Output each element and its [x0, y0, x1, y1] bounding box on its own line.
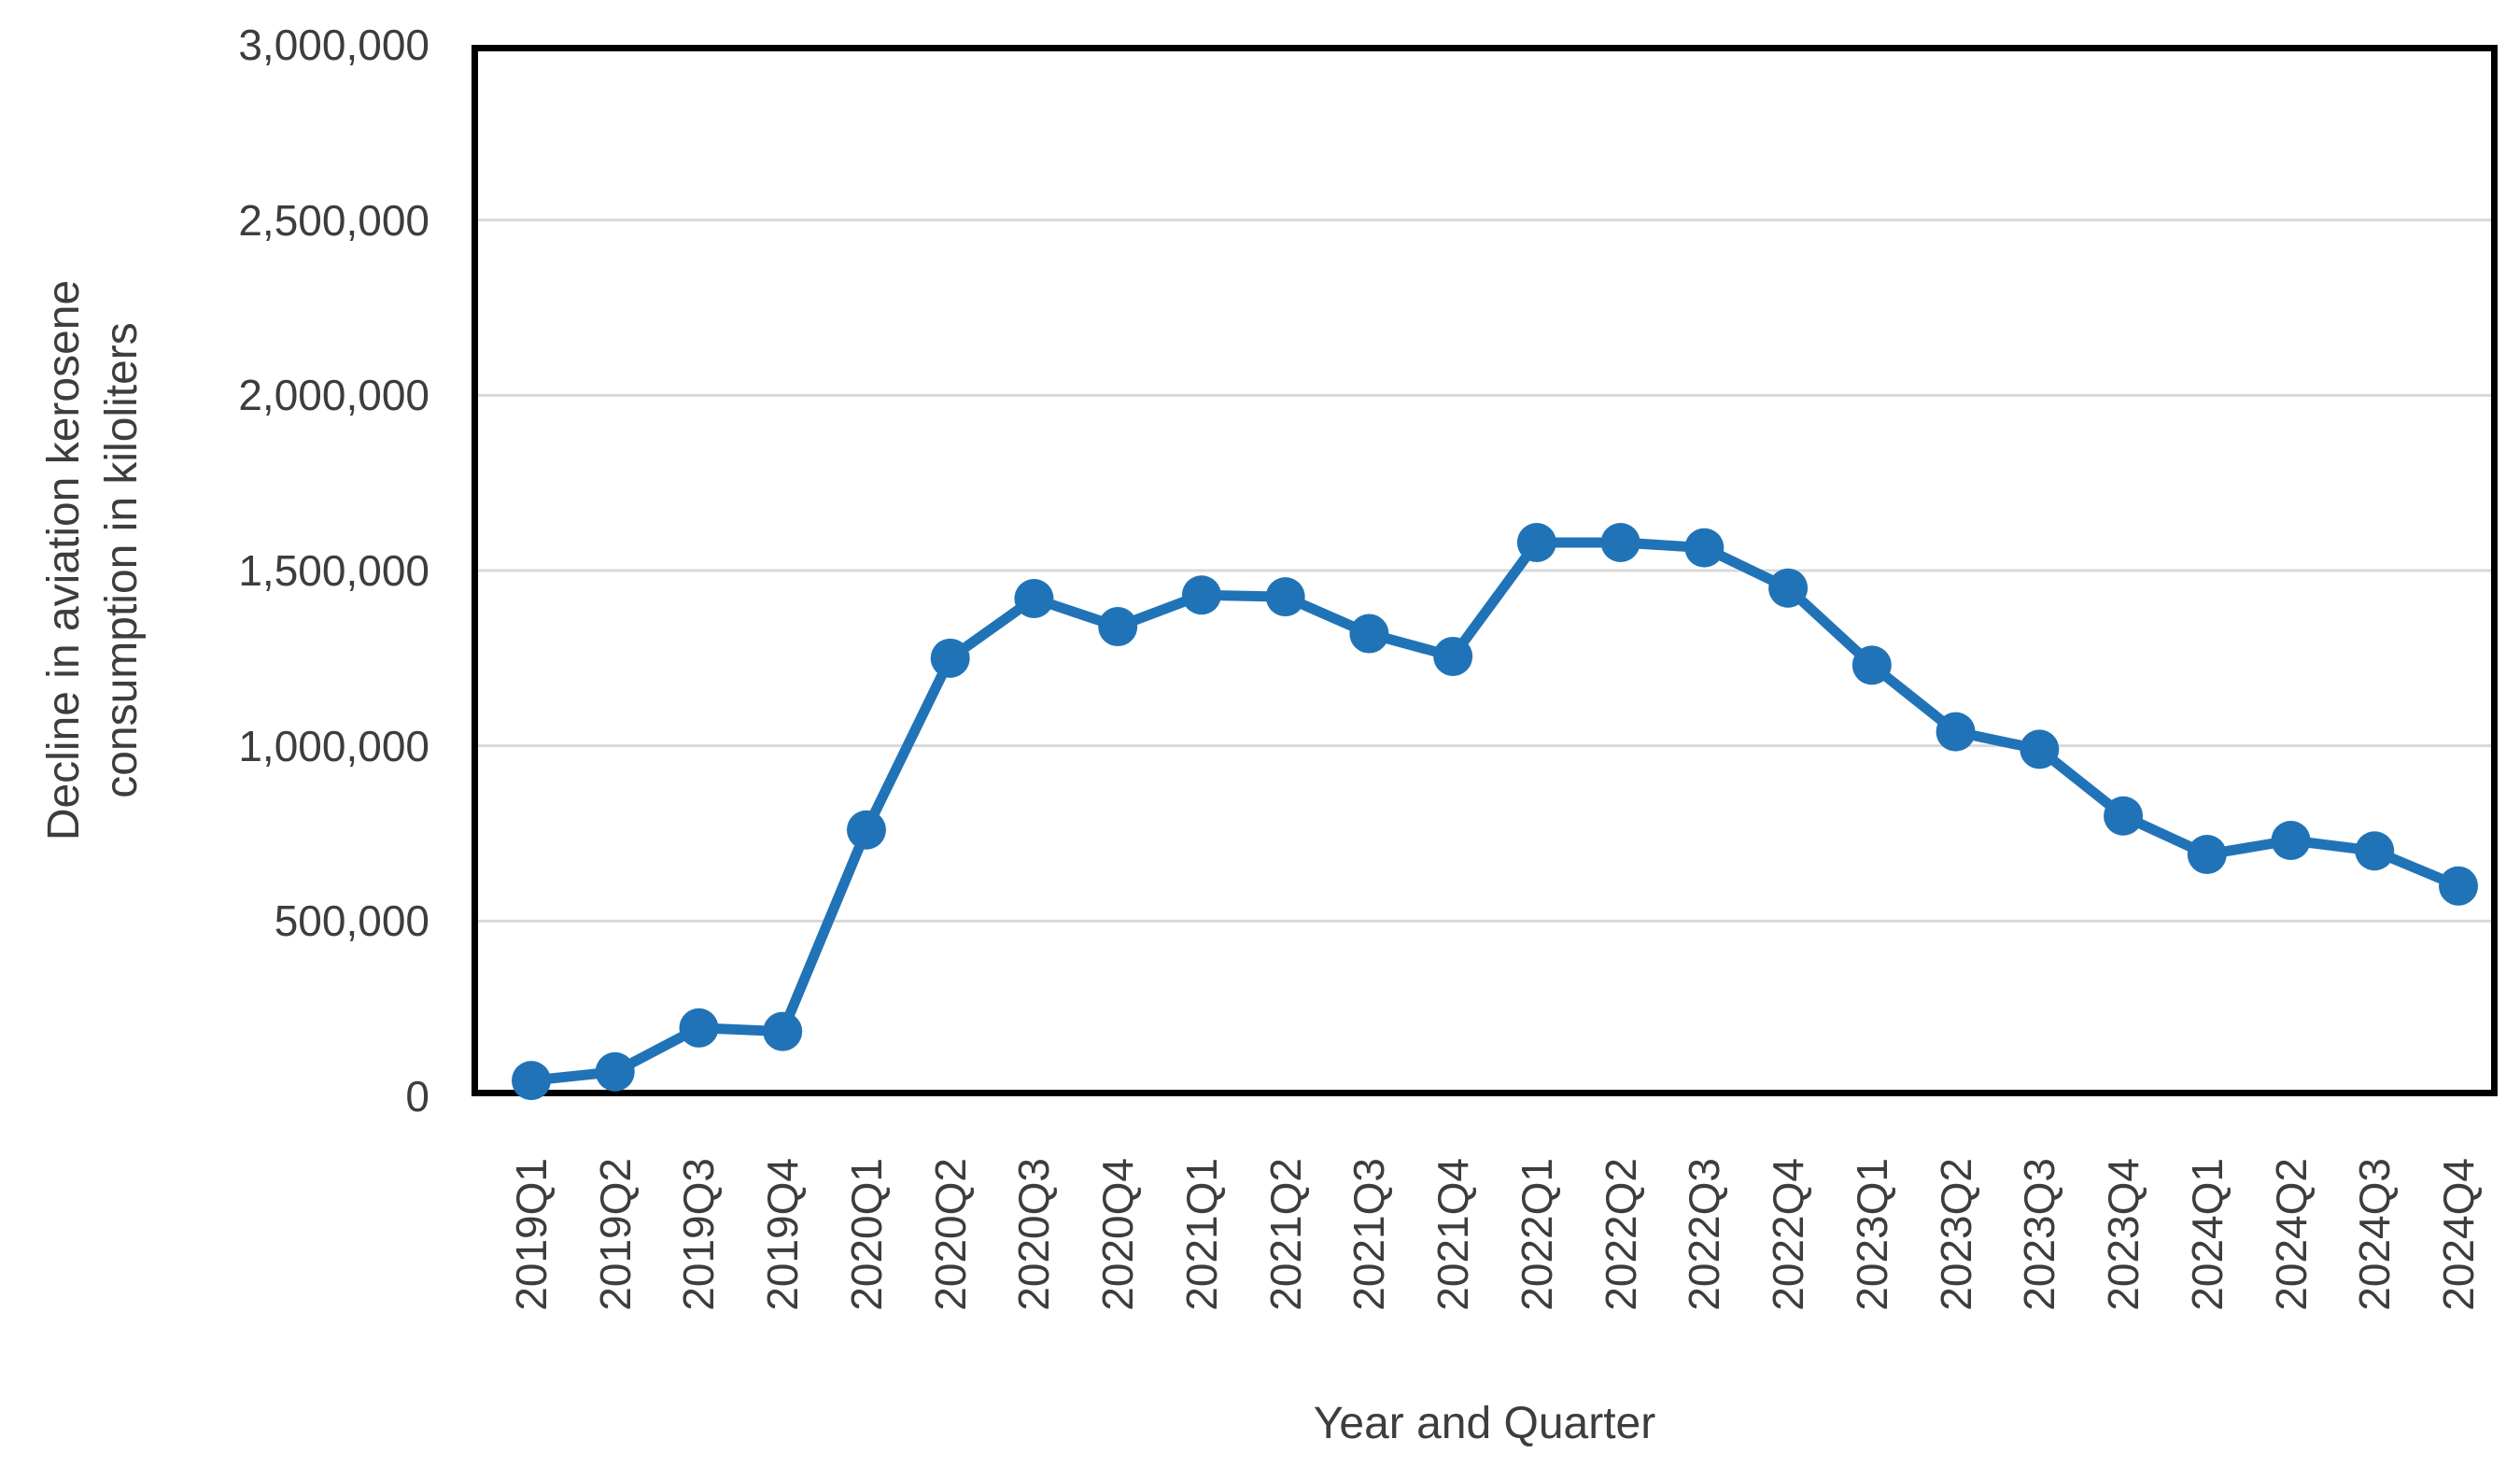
data-point-marker [1851, 645, 1892, 685]
data-point-marker [1936, 712, 1976, 752]
x-tick-label: 2021Q2 [1260, 1158, 1310, 1311]
data-point-marker [1433, 636, 1473, 676]
y-tick-label: 2,500,000 [238, 195, 429, 245]
x-tick-label: 2021Q3 [1344, 1158, 1394, 1311]
data-point-marker [846, 810, 886, 850]
data-point-marker [2187, 835, 2227, 875]
y-tick-label: 500,000 [274, 896, 429, 946]
x-tick-label: 2021Q4 [1429, 1158, 1478, 1311]
x-tick-label: 2021Q1 [1176, 1158, 1226, 1311]
data-point-marker [930, 638, 970, 678]
trend-line [526, 537, 2464, 1086]
x-tick-label: 2020Q1 [841, 1158, 891, 1311]
x-tick-label: 2023Q4 [2099, 1158, 2148, 1311]
data-point-marker [512, 1061, 551, 1101]
data-point-marker [2020, 729, 2060, 769]
x-tick-label: 2020Q3 [1009, 1158, 1059, 1311]
x-tick-label: 2023Q3 [2015, 1158, 2064, 1311]
plot-border [472, 45, 2498, 1096]
data-point-marker [1349, 614, 1389, 654]
x-tick-label: 2022Q2 [1596, 1158, 1645, 1311]
x-tick-label: 2019Q2 [590, 1158, 640, 1311]
data-point-marker [763, 1011, 803, 1051]
plot-area [472, 45, 2498, 1101]
x-tick-label: 2019Q1 [507, 1158, 556, 1311]
x-axis-title: Year and Quarter [1313, 1399, 1656, 1448]
data-point-marker [1600, 522, 1640, 562]
y-tick-label: 1,500,000 [238, 546, 429, 595]
x-tick-label: 2022Q1 [1512, 1158, 1561, 1311]
data-point-marker [2104, 796, 2144, 836]
data-point-marker [2355, 831, 2395, 871]
x-tick-label: 2023Q1 [1847, 1158, 1896, 1311]
x-tick-label: 2023Q2 [1931, 1158, 1980, 1311]
y-tick-label: 2,000,000 [238, 371, 429, 420]
data-point-marker [1516, 522, 1556, 562]
x-tick-label: 2019Q3 [674, 1158, 724, 1311]
data-point-marker [1014, 579, 1054, 619]
x-tick-label: 2024Q1 [2182, 1158, 2231, 1311]
y-tick-label: 3,000,000 [238, 21, 429, 69]
x-tick-label: 2022Q3 [1680, 1158, 1729, 1311]
x-tick-label: 2024Q2 [2266, 1158, 2316, 1311]
data-point-marker [679, 1008, 719, 1048]
data-point-marker [1768, 568, 1809, 608]
data-point-marker [2439, 866, 2479, 906]
y-tick-label: 0 [405, 1072, 429, 1121]
data-point-marker [1098, 607, 1138, 647]
x-tick-label: 2019Q4 [758, 1158, 808, 1311]
data-point-marker [1684, 528, 1725, 568]
y-tick-label: 1,000,000 [238, 721, 429, 770]
x-tick-label: 2024Q4 [2434, 1158, 2484, 1311]
data-point-marker [2271, 821, 2311, 861]
x-tick-label: 2024Q3 [2350, 1158, 2400, 1311]
x-tick-label: 2022Q4 [1764, 1158, 1813, 1311]
x-tick-label: 2020Q4 [1093, 1158, 1143, 1311]
data-point-marker [1181, 575, 1221, 615]
data-point-marker [595, 1051, 635, 1092]
x-tick-label: 2020Q2 [925, 1158, 975, 1311]
data-point-marker [1265, 577, 1305, 617]
